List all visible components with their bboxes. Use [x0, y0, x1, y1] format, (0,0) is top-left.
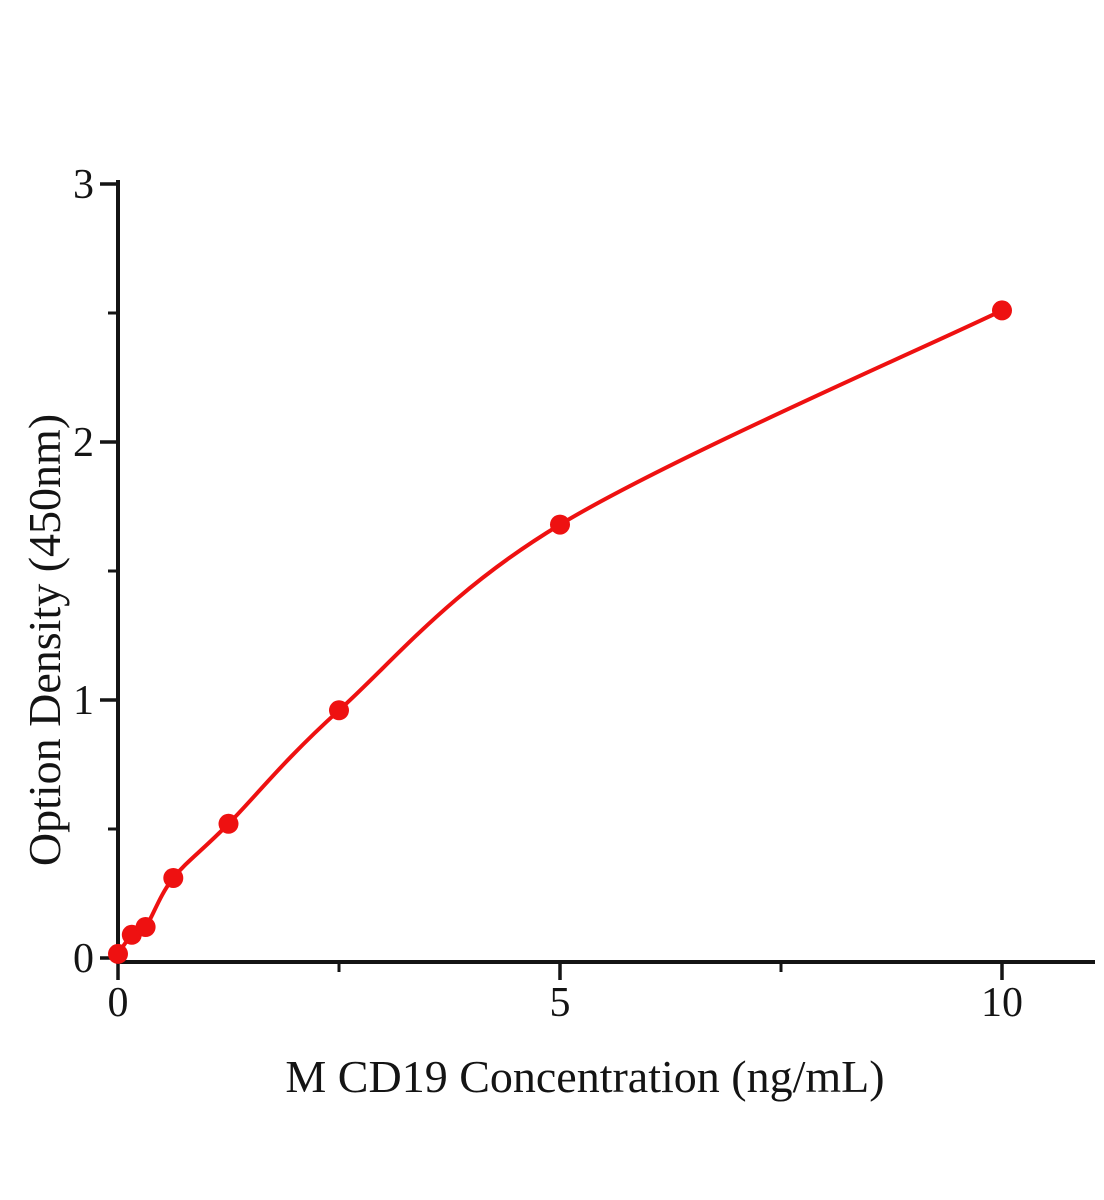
- data-point-marker: [329, 700, 349, 721]
- standard-curve-fit-line: [116, 308, 1003, 956]
- x-axis-title: M CD19 Concentration (ng/mL): [285, 1051, 884, 1102]
- x-tick-label: 5: [550, 980, 571, 1026]
- x-tick-label: 10: [981, 980, 1023, 1026]
- minor-ticks: [108, 311, 783, 972]
- y-tick-labels: 0 1 2 3: [73, 162, 94, 982]
- major-ticks: [100, 182, 1004, 980]
- data-point-marker: [108, 943, 128, 964]
- data-point-marker: [163, 868, 184, 888]
- x-tick-labels: 0 5 10: [108, 980, 1024, 1026]
- data-point-marker: [135, 917, 156, 937]
- data-point-marker: [992, 300, 1012, 321]
- y-tick-label: 0: [73, 936, 94, 982]
- data-points: [108, 300, 1012, 964]
- data-point-marker: [218, 813, 239, 834]
- y-tick-label: 3: [73, 162, 94, 208]
- x-tick-label: 0: [108, 980, 129, 1026]
- y-axis-title: Option Density (450nm): [19, 414, 70, 866]
- data-point-marker: [550, 514, 570, 535]
- y-tick-label: 1: [73, 678, 94, 724]
- y-tick-label: 2: [73, 420, 94, 466]
